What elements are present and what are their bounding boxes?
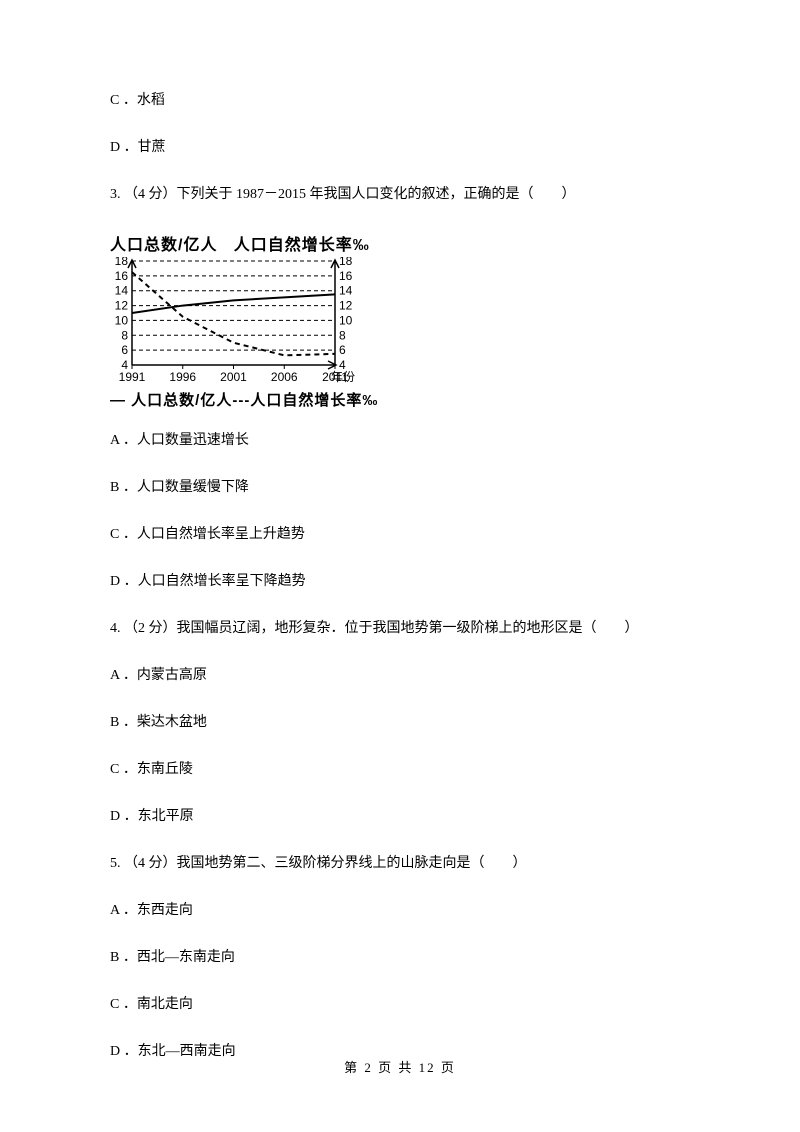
q5-option-c: C ．南北走向 <box>110 994 690 1015</box>
svg-text:10: 10 <box>339 313 353 327</box>
svg-text:8: 8 <box>339 328 346 342</box>
q3-option-d: D ．人口自然增长率呈下降趋势 <box>110 571 690 592</box>
svg-text:14: 14 <box>115 284 129 298</box>
q2-option-d: D ．甘蔗 <box>110 137 690 158</box>
svg-text:14: 14 <box>339 284 353 298</box>
q4-stem: 4. （2 分）我国幅员辽阔，地形复杂．位于我国地势第一级阶梯上的地形区是（ ） <box>110 618 690 639</box>
q5-option-b: B ．西北—东南走向 <box>110 947 690 968</box>
svg-text:6: 6 <box>121 343 128 357</box>
svg-text:12: 12 <box>115 299 129 313</box>
svg-text:8: 8 <box>121 328 128 342</box>
q3-stem: 3. （4 分）下列关于 1987－2015 年我国人口变化的叙述，正确的是（ … <box>110 184 690 205</box>
svg-text:1996: 1996 <box>169 370 196 384</box>
q4-option-c: C ．东南丘陵 <box>110 759 690 780</box>
q3-chart: 人口总数/亿人 人口自然增长率‰ 44668810101212141416161… <box>110 231 690 410</box>
svg-text:6: 6 <box>339 343 346 357</box>
svg-text:年份: 年份 <box>331 370 355 384</box>
svg-text:16: 16 <box>115 269 129 283</box>
q5-stem: 5. （4 分）我国地势第二、三级阶梯分界线上的山脉走向是（ ） <box>110 853 690 874</box>
chart-legend: — 人口总数/亿人---人口自然增长率‰ <box>110 389 690 410</box>
svg-text:18: 18 <box>339 257 353 268</box>
svg-text:10: 10 <box>115 313 129 327</box>
q3-option-a: A ．人口数量迅速增长 <box>110 430 690 451</box>
chart-title-right: 人口自然增长率‰ <box>234 237 370 254</box>
chart-title-left: 人口总数/亿人 <box>110 237 217 254</box>
q4-option-b: B ．柴达木盆地 <box>110 712 690 733</box>
population-chart-svg: 4466881010121214141616181819911996200120… <box>110 257 357 387</box>
svg-text:12: 12 <box>339 299 353 313</box>
svg-text:2006: 2006 <box>271 370 298 384</box>
svg-text:18: 18 <box>115 257 129 268</box>
svg-text:1991: 1991 <box>119 370 146 384</box>
q4-option-a: A ．内蒙古高原 <box>110 665 690 686</box>
svg-text:16: 16 <box>339 269 353 283</box>
q3-option-c: C ．人口自然增长率呈上升趋势 <box>110 524 690 545</box>
q4-option-d: D ．东北平原 <box>110 806 690 827</box>
q5-option-a: A ．东西走向 <box>110 900 690 921</box>
q2-option-c: C ．水稻 <box>110 90 690 111</box>
page-footer: 第 2 页 共 12 页 <box>0 1057 800 1076</box>
svg-text:2001: 2001 <box>220 370 247 384</box>
q3-option-b: B ．人口数量缓慢下降 <box>110 477 690 498</box>
